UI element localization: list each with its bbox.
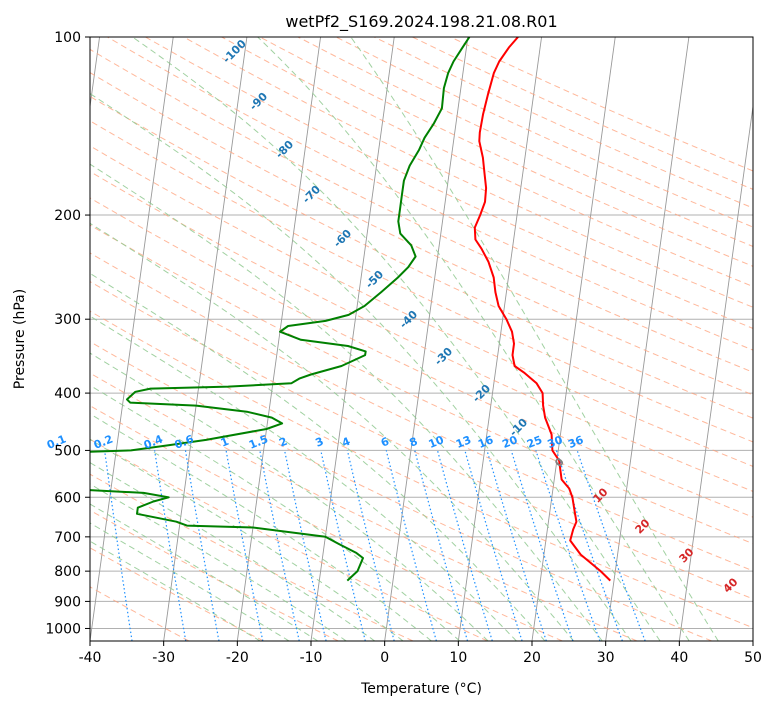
x-tick-label: 50 [744,650,762,666]
x-tick-label: 40 [670,650,688,666]
y-tick-label: 200 [54,208,81,224]
y-tick-label: 700 [54,530,81,546]
y-tick-label: 1000 [45,621,81,637]
chart-title: wetPf2_S169.2024.198.21.08.R01 [285,12,557,32]
y-tick-label: 900 [54,594,81,610]
y-tick-label: 800 [54,564,81,580]
y-tick-label: 500 [54,443,81,459]
y-tick-label: 600 [54,490,81,506]
y-tick-label: 400 [54,386,81,402]
y-axis-title: Pressure (hPa) [12,289,28,389]
x-axis-title: Temperature (°C) [360,681,482,697]
y-tick-label: 100 [54,30,81,46]
x-tick-label: 30 [597,650,615,666]
y-tick-label: 300 [54,312,81,328]
x-tick-label: 20 [523,650,541,666]
x-tick-label: -20 [226,650,249,666]
x-tick-label: 10 [449,650,467,666]
x-tick-label: -30 [152,650,175,666]
x-tick-label: 0 [380,650,389,666]
x-tick-label: -40 [79,650,102,666]
x-tick-label: -10 [300,650,323,666]
